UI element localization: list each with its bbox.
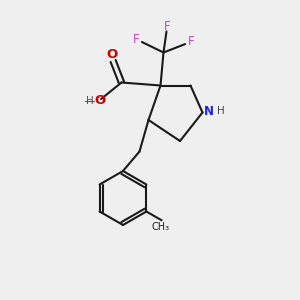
Text: F: F xyxy=(188,35,194,48)
Text: O: O xyxy=(95,94,106,107)
Text: F: F xyxy=(133,33,139,46)
Text: F: F xyxy=(164,20,170,33)
Text: O: O xyxy=(107,48,118,62)
Text: CH₃: CH₃ xyxy=(151,222,169,232)
Text: H: H xyxy=(217,106,224,116)
Text: H: H xyxy=(86,95,94,106)
Text: N: N xyxy=(204,105,214,118)
